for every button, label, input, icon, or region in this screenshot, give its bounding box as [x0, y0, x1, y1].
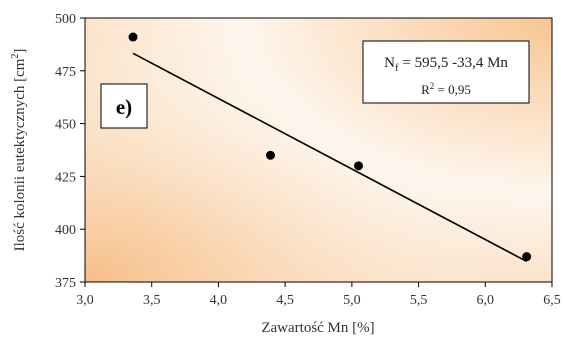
x-axis-label: Zawartość Mn [%] [261, 320, 374, 336]
panel-label-box: e) [100, 83, 148, 129]
x-tick-label: 3,0 [76, 293, 94, 308]
x-tick-label: 5,0 [343, 293, 361, 308]
data-point [354, 161, 364, 171]
equation-box: Nf = 595,5 -33,4 Mn R2 = 0,95 [362, 40, 530, 104]
x-tick-label: 4,0 [210, 293, 228, 308]
y-tick-label: 500 [55, 12, 76, 27]
x-axis-ticks: 3,0 3,5 4,0 4,5 5,0 5,5 6,0 6,5 [76, 282, 561, 308]
x-tick-label: 3,5 [143, 293, 161, 308]
x-tick-label: 6,0 [477, 293, 495, 308]
data-point [522, 252, 532, 262]
y-axis-ticks: 375 400 425 450 475 500 [55, 12, 85, 291]
x-tick-label: 6,5 [543, 293, 561, 308]
y-axis-label: Ilość kolonii eutektycznych [cm2] [10, 49, 28, 252]
x-tick-label: 4,5 [276, 293, 294, 308]
y-tick-label: 400 [55, 223, 76, 238]
panel-label: e) [116, 95, 132, 119]
y-tick-label: 425 [55, 170, 76, 185]
y-tick-label: 375 [55, 276, 76, 291]
y-tick-label: 450 [55, 118, 76, 133]
data-point [128, 32, 138, 42]
data-point [265, 150, 275, 160]
x-tick-label: 5,5 [410, 293, 428, 308]
trendline [132, 52, 528, 263]
equation-text: Nf = 595,5 -33,4 Mn [384, 55, 508, 74]
data-points [128, 32, 532, 262]
y-tick-label: 475 [55, 65, 76, 80]
r-squared-text: R2 = 0,95 [421, 81, 471, 97]
